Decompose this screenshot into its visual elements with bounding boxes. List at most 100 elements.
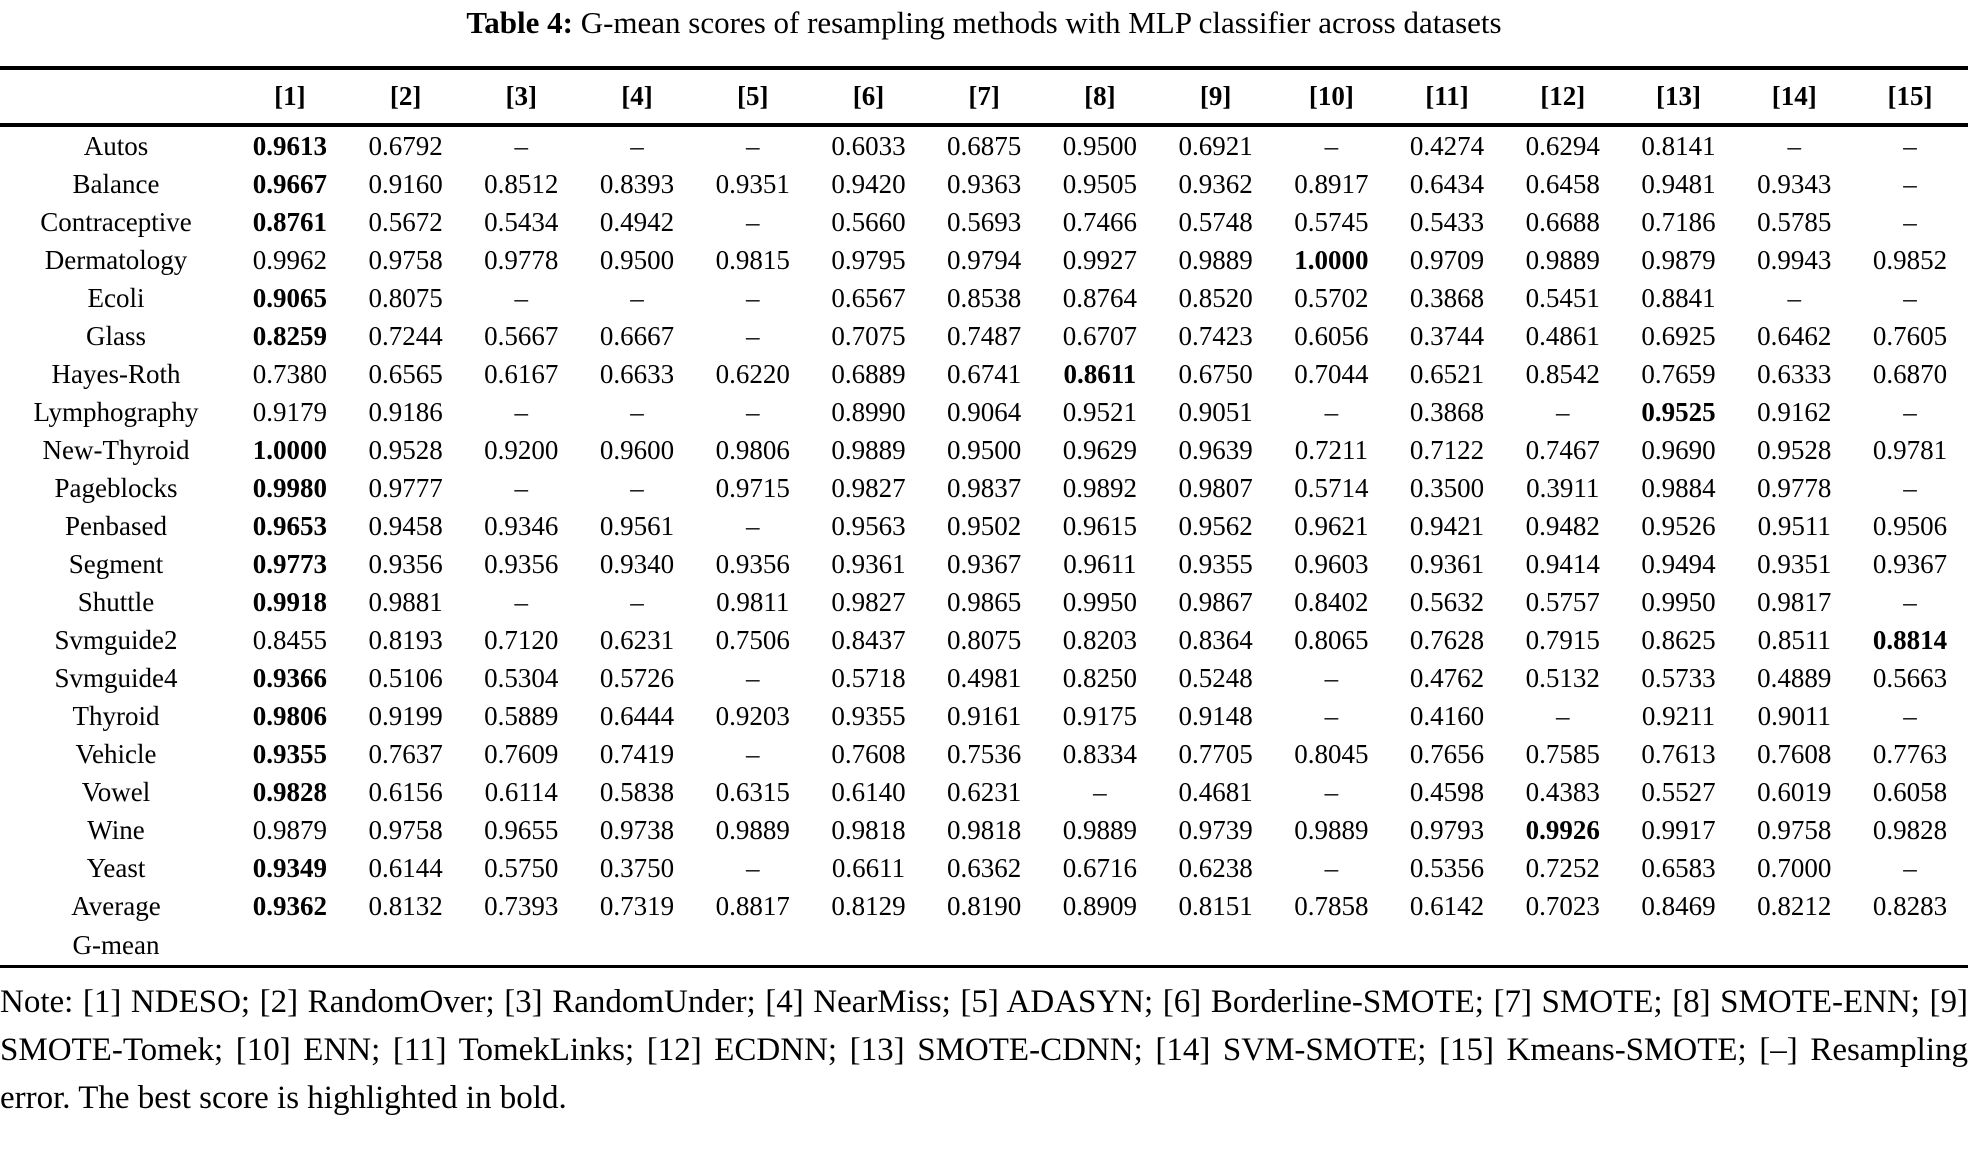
table-cell: 0.9361 — [831, 549, 906, 579]
col-header-12: [12] — [1540, 81, 1586, 111]
table-cell: 0.9420 — [831, 169, 906, 199]
table-cell: 0.9815 — [715, 245, 790, 275]
table-cell: 0.9738 — [599, 815, 675, 845]
table-cell: 0.7506 — [715, 625, 790, 655]
table-cell: 0.9186 — [368, 397, 443, 427]
table-cell: 0.5714 — [1294, 473, 1369, 503]
table-cell: 0.9340 — [599, 549, 675, 579]
table-cell: 0.9363 — [947, 169, 1022, 199]
table-cell: – — [514, 397, 529, 427]
table-cell: 0.5132 — [1525, 663, 1600, 693]
table-row: Balance 0.9667 0.9160 0.8512 0.8393 0.9351 0.9… — [0, 165, 1968, 203]
table-cell: 0.3744 — [1409, 321, 1485, 351]
table-cell: 0.9521 — [1062, 397, 1138, 427]
table-cell: 0.6019 — [1757, 777, 1832, 807]
table-cell: – — [1324, 663, 1339, 693]
table-cell: 0.7763 — [1872, 739, 1948, 769]
table-cell: 0.8764 — [1062, 283, 1138, 313]
table-cell: 0.9200 — [484, 435, 559, 465]
table-cell: 0.9709 — [1409, 245, 1485, 275]
table-note: Note: [1] NDESO; [2] RandomOver; [3] Ran… — [0, 984, 1968, 1116]
table-cell: – — [514, 473, 529, 503]
table-cell: – — [630, 397, 644, 427]
table-cell: 0.6294 — [1525, 131, 1600, 161]
table-cell: 0.8437 — [831, 625, 906, 655]
table-cell: – — [745, 511, 760, 541]
table-cell: 0.6056 — [1294, 321, 1369, 351]
row-label: Shuttle — [77, 587, 155, 617]
table-cell: 0.7605 — [1872, 321, 1948, 351]
table-cell: 0.9795 — [831, 245, 906, 275]
table-cell: 0.9351 — [1757, 549, 1832, 579]
table-cell: 0.8909 — [1062, 891, 1138, 921]
table-cell: 0.9715 — [715, 473, 790, 503]
row-label: Lymphography — [33, 397, 199, 427]
table-row: Hayes-Roth 0.7380 0.6565 0.6167 0.6633 0.6220… — [0, 355, 1968, 393]
table-cell: 0.9818 — [947, 815, 1022, 845]
table-cell: 0.7393 — [484, 891, 559, 921]
table-cell: 0.9793 — [1409, 815, 1485, 845]
table-cell: 0.5838 — [599, 777, 675, 807]
table-cell: 0.9758 — [1757, 815, 1832, 845]
table-cell: 0.8045 — [1294, 739, 1369, 769]
table-cell: 0.7023 — [1525, 891, 1600, 921]
col-header-15: [15] — [1887, 81, 1933, 111]
table-cell: 0.7044 — [1294, 359, 1369, 389]
table-cell: 0.9758 — [368, 245, 443, 275]
table-row: Vehicle 0.9355 0.7637 0.7609 0.7419 – 0.7608 0.… — [0, 735, 1968, 773]
row-label: Svmguide2 — [54, 625, 178, 655]
table-cell: 0.9889 — [1062, 815, 1138, 845]
table-cell: 0.9361 — [1409, 549, 1485, 579]
table-cell: 0.7122 — [1409, 435, 1485, 465]
table-cell: 0.8542 — [1525, 359, 1600, 389]
table-cell: 0.6231 — [599, 625, 675, 655]
table-cell: 0.8334 — [1062, 739, 1138, 769]
table-cell: 0.9500 — [947, 435, 1022, 465]
table-cell: 0.4681 — [1178, 777, 1253, 807]
table-body: Autos 0.9613 0.6792 – – – 0.6033 0.6875 0.9500 0.… — [0, 125, 1968, 967]
table-cell: 0.9482 — [1525, 511, 1600, 541]
table-cell: 0.7628 — [1409, 625, 1485, 655]
table-cell: 0.9346 — [484, 511, 559, 541]
row-label: Pageblocks — [54, 473, 178, 503]
row-label: Penbased — [65, 511, 167, 541]
table-cell: 0.9962 — [252, 245, 327, 275]
table-cell: 0.9355 — [252, 739, 327, 769]
table-cell: 0.9362 — [1178, 169, 1253, 199]
table-cell: 0.6315 — [715, 777, 790, 807]
table-cell: – — [630, 587, 644, 617]
table-cell: – — [1903, 587, 1917, 617]
table-cell: 0.9655 — [484, 815, 559, 845]
table-cell: 0.8129 — [831, 891, 906, 921]
table-cell: 0.6716 — [1062, 853, 1138, 883]
table-cell: 0.9837 — [947, 473, 1022, 503]
table-cell: 0.4889 — [1757, 663, 1832, 693]
table-cell: 0.6583 — [1641, 853, 1716, 883]
table-cell: 0.9781 — [1872, 435, 1948, 465]
table-cell: 0.9064 — [947, 397, 1022, 427]
table-cell: 0.6707 — [1062, 321, 1138, 351]
table-row: Dermatology 0.9962 0.9758 0.9778 0.9500 0.981… — [0, 241, 1968, 279]
table-cell: – — [1903, 131, 1917, 161]
table-cell: 0.9162 — [1757, 397, 1832, 427]
table-cell: 0.9600 — [599, 435, 675, 465]
table-cell: 0.8611 — [1063, 359, 1137, 389]
table-cell: 0.6741 — [947, 359, 1022, 389]
table-cell: 0.8203 — [1062, 625, 1138, 655]
table-cell: – — [1903, 283, 1917, 313]
table-cell: 0.9865 — [947, 587, 1022, 617]
table-cell: – — [745, 397, 760, 427]
table-cell: 0.9500 — [599, 245, 675, 275]
table-cell: 0.5702 — [1294, 283, 1369, 313]
table-cell: – — [630, 283, 644, 313]
table-cell: 0.7858 — [1294, 891, 1369, 921]
col-header-5: [5] — [736, 81, 769, 111]
table-cell: 0.9879 — [252, 815, 327, 845]
col-header-10: [10] — [1308, 81, 1354, 111]
table-cell: 0.5733 — [1641, 663, 1716, 693]
table-cell: 0.9917 — [1641, 815, 1716, 845]
table-cell: 0.5718 — [831, 663, 906, 693]
table-cell: – — [1324, 777, 1339, 807]
table-cell: 0.8761 — [252, 207, 327, 237]
